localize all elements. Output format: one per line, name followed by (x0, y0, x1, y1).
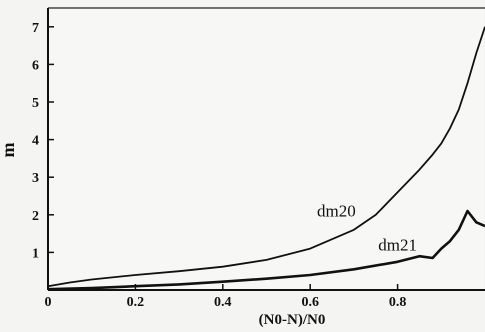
y-axis-label: m (0, 143, 18, 158)
y-tick-label: 3 (32, 171, 39, 186)
series-annotation: dm21 (378, 236, 417, 255)
y-tick-label: 7 (32, 21, 39, 36)
x-tick-label: 0 (45, 295, 52, 310)
x-tick-label: 0.4 (214, 295, 232, 310)
x-tick-label: 0.2 (127, 295, 145, 310)
y-tick-label: 6 (32, 58, 39, 73)
x-tick-label: 0.8 (389, 295, 407, 310)
x-tick-label: 0.6 (301, 295, 319, 310)
series-line-dm20 (47, 26, 485, 288)
y-tick-label: 2 (32, 209, 39, 224)
y-tick-label: 4 (32, 134, 39, 149)
x-axis-label: (N0-N)/N0 (259, 312, 326, 327)
plot-area (48, 8, 484, 290)
series-line-dm21 (47, 209, 485, 291)
series-annotation: dm20 (317, 202, 356, 221)
y-tick-label: 1 (32, 246, 39, 261)
y-tick-label: 5 (32, 96, 39, 111)
